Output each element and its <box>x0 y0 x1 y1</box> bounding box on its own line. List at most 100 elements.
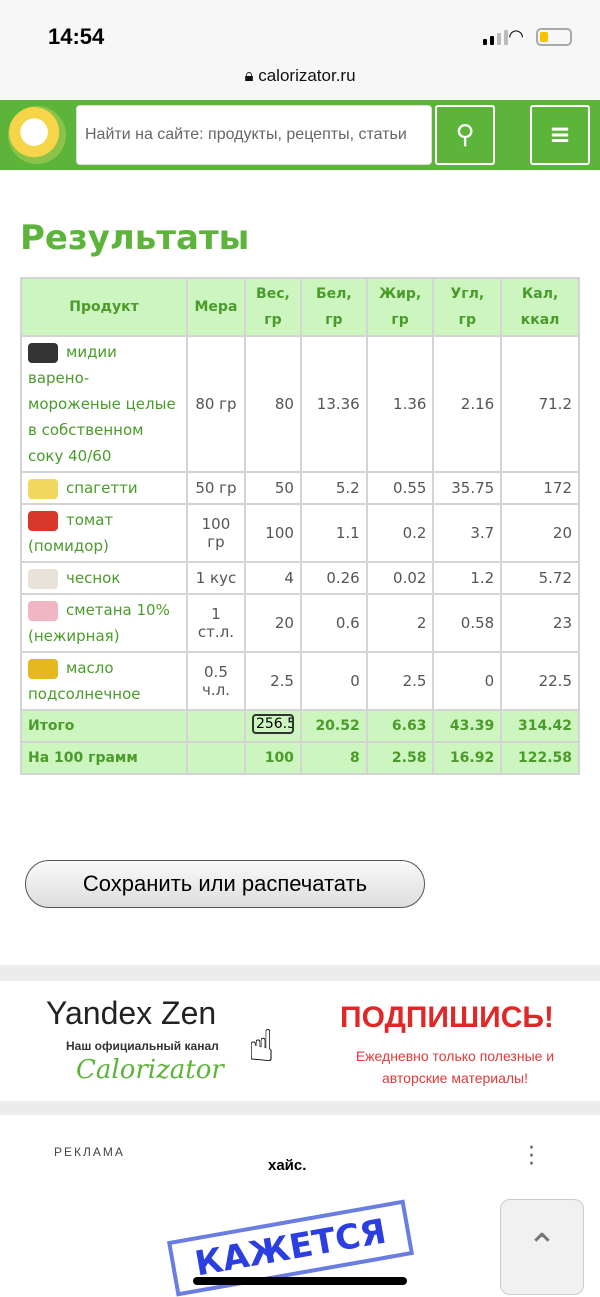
kcal-cell: 5.72 <box>500 561 580 595</box>
product-link[interactable]: мидии варено-мороженые целые в собственн… <box>28 343 176 465</box>
protein-cell: 0.26 <box>299 561 368 595</box>
measure-cell <box>185 741 246 775</box>
product-cell: томат (помидор) <box>20 503 188 563</box>
protein-cell: 0.6 <box>299 593 368 653</box>
protein-cell: 5.2 <box>299 471 368 505</box>
carbs-cell: 0 <box>432 651 503 711</box>
carbs-cell: 1.2 <box>432 561 503 595</box>
weight-cell: 4 <box>243 561 302 595</box>
carbs-cell: 0.58 <box>432 593 503 653</box>
product-image-icon <box>28 510 58 531</box>
fat-cell: 2 <box>365 593 435 653</box>
fat-cell: 2.58 <box>365 741 435 775</box>
zen-desc: Ежедневно только полезные и авторские ма… <box>355 1048 555 1086</box>
column-header: Кал, ккал <box>500 277 580 337</box>
column-header: Угл, гр <box>432 277 503 337</box>
kcal-cell: 23 <box>500 593 580 653</box>
protein-cell: 13.36 <box>299 335 368 473</box>
carbs-cell: 43.39 <box>432 709 503 743</box>
product-cell: сметана 10% (нежирная) <box>20 593 188 653</box>
weight-input[interactable]: 256.5 <box>251 714 294 734</box>
weight-cell: 256.5 <box>243 709 302 743</box>
table-row: мидии варено-мороженые целые в собственн… <box>20 335 580 473</box>
product-link[interactable]: чеснок <box>66 569 121 587</box>
weight-cell: 20 <box>243 593 302 653</box>
zen-brand: Yandex Zen <box>46 995 217 1031</box>
weight-cell: 50 <box>243 471 302 505</box>
column-header: Жир, гр <box>365 277 435 337</box>
menu-button[interactable]: ≡ <box>530 105 590 165</box>
product-link[interactable]: спагетти <box>66 479 138 497</box>
row-label: Итого <box>20 709 188 743</box>
per100-row: На 100 грамм 100 8 2.58 16.92 122.58 <box>20 741 580 775</box>
address-bar[interactable]: 🔒︎ calorizator.ru <box>244 66 356 85</box>
column-header: Мера <box>185 277 246 337</box>
protein-cell: 0 <box>299 651 368 711</box>
zen-sub: Наш официальный канал <box>66 1039 219 1053</box>
weight-cell: 2.5 <box>243 651 302 711</box>
search-button[interactable]: ⚲ <box>435 105 495 165</box>
carbs-cell: 16.92 <box>432 741 503 775</box>
column-header: Продукт <box>20 277 188 337</box>
scroll-top-button[interactable]: ⌃ <box>500 1199 584 1295</box>
total-row: Итого 256.5 20.52 6.63 43.39 314.42 <box>20 709 580 743</box>
kcal-cell: 172 <box>500 471 580 505</box>
kcal-cell: 20 <box>500 503 580 563</box>
ad-brand[interactable]: хайс. <box>268 1157 307 1174</box>
product-image-icon <box>28 600 58 621</box>
table-row: спагетти 50 гр 50 5.2 0.55 35.75 172 <box>20 471 580 505</box>
chevron-up-icon: ⌃ <box>526 1226 558 1268</box>
product-image-icon <box>28 568 58 589</box>
results-table: Продукт Мера Вес, гр Бел, гр Жир, гр Угл, гр К… <box>20 277 580 775</box>
weight-cell: 80 <box>243 335 302 473</box>
product-image-icon <box>28 658 58 679</box>
weight-cell: 100 <box>243 741 302 775</box>
battery-icon <box>536 28 572 46</box>
search-input[interactable]: Найти на сайте: продукты, рецепты, стать… <box>76 105 432 165</box>
column-header: Вес, гр <box>243 277 302 337</box>
save-print-button[interactable]: Сохранить или распечатать <box>25 860 425 908</box>
kcal-cell: 22.5 <box>500 651 580 711</box>
fat-cell: 6.63 <box>365 709 435 743</box>
site-header: Найти на сайте: продукты, рецепты, стать… <box>0 100 600 170</box>
measure-cell: 1 ст.л. <box>185 593 246 653</box>
table-row: масло подсолнечное 0.5 ч.л. 2.5 0 2.5 0 22.5 <box>20 651 580 711</box>
search-icon: ⚲ <box>455 120 475 150</box>
column-header: Бел, гр <box>299 277 368 337</box>
status-bar: 14:54 ◠ 🔒︎ calorizator.ru <box>0 0 600 100</box>
measure-cell <box>185 709 246 743</box>
yandex-zen-banner[interactable]: Yandex Zen Наш официальный канал Caloriz… <box>0 981 600 1101</box>
page-title: Результаты <box>20 218 250 258</box>
product-cell: спагетти <box>20 471 188 505</box>
more-options-icon[interactable]: · · · <box>528 1136 535 1177</box>
kcal-cell: 71.2 <box>500 335 580 473</box>
table-row: томат (помидор) 100 гр 100 1.1 0.2 3.7 20 <box>20 503 580 563</box>
carbs-cell: 35.75 <box>432 471 503 505</box>
clock: 14:54 <box>48 24 105 49</box>
product-cell: чеснок <box>20 561 188 595</box>
product-link[interactable]: томат (помидор) <box>28 511 114 555</box>
protein-cell: 8 <box>299 741 368 775</box>
kcal-cell: 122.58 <box>500 741 580 775</box>
fat-cell: 2.5 <box>365 651 435 711</box>
fat-cell: 1.36 <box>365 335 435 473</box>
weight-cell: 100 <box>243 503 302 563</box>
product-image-icon <box>28 342 58 363</box>
table-row: чеснок 1 кус 4 0.26 0.02 1.2 5.72 <box>20 561 580 595</box>
signal-icon <box>483 30 508 45</box>
protein-cell: 1.1 <box>299 503 368 563</box>
fat-cell: 0.02 <box>365 561 435 595</box>
carbs-cell: 2.16 <box>432 335 503 473</box>
menu-icon: ≡ <box>549 120 571 150</box>
zen-channel: Calorizator <box>76 1055 224 1085</box>
product-cell: мидии варено-мороженые целые в собственн… <box>20 335 188 473</box>
zen-cta: ПОДПИШИСЬ! <box>340 1001 554 1034</box>
row-label: На 100 грамм <box>20 741 188 775</box>
site-logo[interactable] <box>8 106 66 164</box>
product-link[interactable]: масло подсолнечное <box>28 659 141 703</box>
product-link[interactable]: сметана 10% (нежирная) <box>28 601 170 645</box>
fat-cell: 0.55 <box>365 471 435 505</box>
home-indicator <box>193 1277 407 1285</box>
carbs-cell: 3.7 <box>432 503 503 563</box>
product-image-icon <box>28 478 58 499</box>
